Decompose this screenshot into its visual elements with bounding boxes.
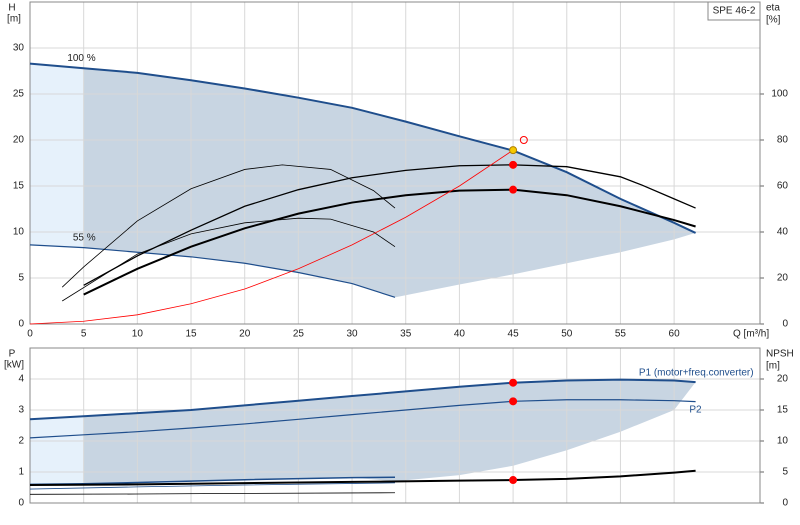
x-tick-label: 25: [293, 329, 305, 340]
y2-tick-label: 80: [777, 135, 789, 146]
operating-area: [83, 68, 696, 298]
curve-label: P2: [689, 404, 702, 415]
y-tick-label: 1: [18, 467, 24, 478]
duty-point: [509, 146, 518, 155]
y2-axis-unit: [%]: [766, 15, 781, 26]
y2-tick-label: 0: [782, 498, 788, 509]
y-tick-label: 0: [18, 498, 24, 509]
y2-axis-label: NPSH: [766, 349, 794, 360]
y-axis-label: P: [9, 349, 16, 360]
x-tick-label: 45: [508, 329, 520, 340]
y-tick-label: 3: [18, 405, 24, 416]
curve: [29, 62, 697, 234]
y-tick-label: 20: [13, 135, 25, 146]
y-tick-label: 15: [13, 181, 25, 192]
y2-tick-label: 20: [777, 374, 789, 385]
y-tick-label: 4: [18, 374, 24, 385]
y2-tick-label: 10: [777, 436, 789, 447]
curve: [29, 482, 396, 490]
y-axis-label: H: [8, 3, 15, 14]
curve: [83, 188, 696, 296]
y2-tick-label: 15: [777, 405, 789, 416]
y2-axis-label: eta: [766, 3, 780, 14]
x-tick-label: 35: [400, 329, 412, 340]
y-tick-label: 5: [18, 273, 24, 284]
y-tick-label: 0: [18, 319, 24, 330]
curve: [29, 469, 696, 487]
curve: [83, 164, 696, 286]
x-tick-label: 5: [81, 329, 87, 340]
duty-point: [509, 160, 518, 169]
x-tick-label: 60: [669, 329, 681, 340]
badge-box: [707, 1, 761, 21]
curve: [29, 149, 514, 325]
badge: SPE 46-2: [713, 6, 756, 17]
y2-tick-label: 40: [777, 227, 789, 238]
x-tick-label: 55: [615, 329, 627, 340]
operating-area: [30, 63, 84, 248]
duty-point: [509, 476, 518, 485]
x-tick-label: 15: [185, 329, 197, 340]
x-tick-label: 30: [346, 329, 358, 340]
curve-label: P1 (motor+freq.converter): [639, 368, 754, 379]
curve-label: 55 %: [73, 232, 96, 243]
y-tick-label: 2: [18, 436, 24, 447]
x-tick-label: 50: [561, 329, 573, 340]
x-tick-label: 40: [454, 329, 466, 340]
operating-area: [30, 416, 84, 485]
duty-point: [509, 185, 518, 194]
y2-tick-label: 5: [782, 467, 788, 478]
x-tick-label: 20: [239, 329, 251, 340]
y2-tick-label: 20: [777, 273, 789, 284]
y2-tick-label: 0: [782, 319, 788, 330]
curve-label: 100 %: [67, 53, 95, 64]
operating-area: [83, 379, 696, 484]
x-tick-label: 0: [27, 329, 33, 340]
duty-point: [509, 378, 518, 387]
curve: [29, 492, 396, 495]
curve: [61, 217, 396, 302]
y-tick-label: 30: [13, 43, 25, 54]
y2-tick-label: 60: [777, 181, 789, 192]
y-tick-label: 25: [13, 89, 25, 100]
y2-tick-label: 100: [771, 89, 788, 100]
y-tick-label: 10: [13, 227, 25, 238]
x-axis-label: Q [m³/h]: [733, 329, 769, 340]
y-axis-unit: [kW]: [4, 360, 24, 371]
plot-frame: [29, 347, 761, 504]
plot-frame: [29, 1, 761, 325]
y2-axis-unit: [m]: [766, 361, 780, 372]
curve: [29, 399, 696, 439]
curve: [61, 164, 396, 288]
y-axis-unit: [m]: [7, 14, 21, 25]
curve: [29, 378, 696, 421]
x-tick-label: 10: [132, 329, 144, 340]
duty-point: [509, 397, 518, 406]
curve: [29, 244, 396, 298]
duty-point: [519, 136, 528, 144]
